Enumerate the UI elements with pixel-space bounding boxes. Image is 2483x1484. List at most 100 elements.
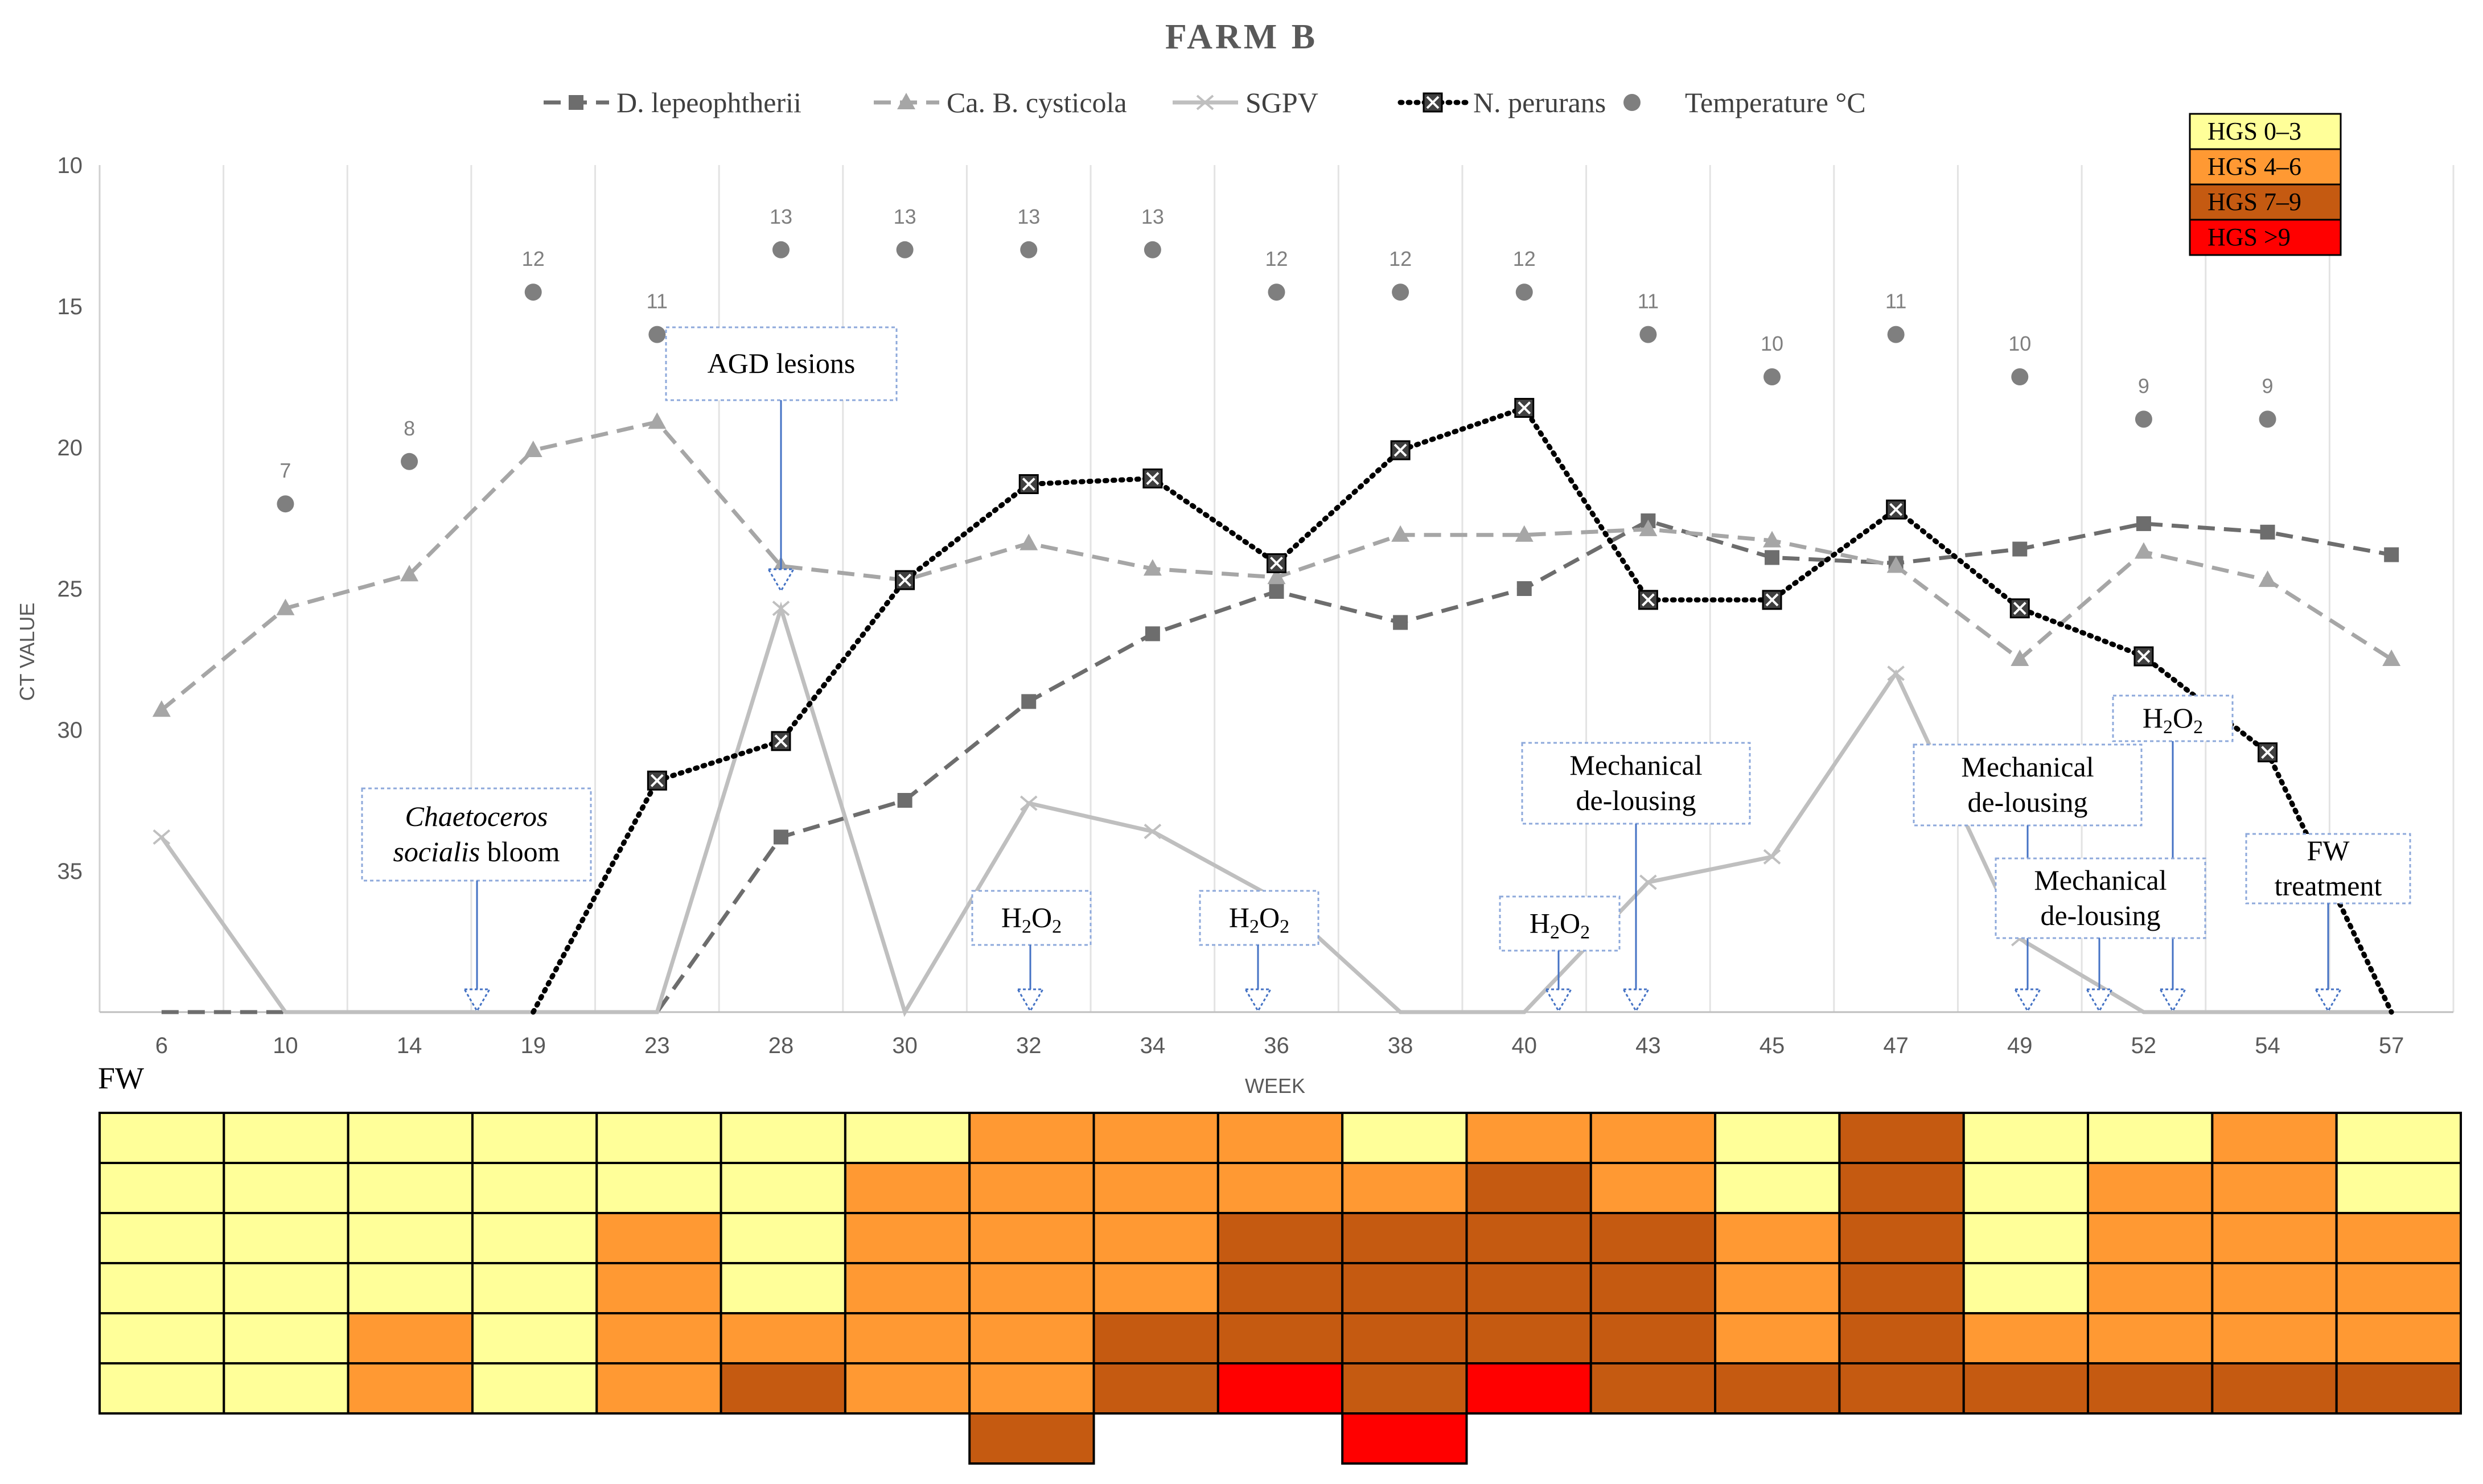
subscript: 2 — [2163, 717, 2173, 738]
y-tick-label: 10 — [57, 153, 83, 178]
x-tick-label: 23 — [644, 1033, 670, 1058]
annotation-frame — [665, 326, 898, 401]
data-point — [1143, 559, 1162, 576]
heatmap-cell — [2087, 1212, 2214, 1264]
x-tick-label: 34 — [1140, 1033, 1166, 1058]
legend-label: Temperature °C — [1685, 87, 1866, 118]
heatmap-cell — [2335, 1212, 2462, 1264]
heatmap-cell — [2211, 1212, 2338, 1264]
data-point-cross — [898, 573, 912, 587]
data-point — [896, 241, 914, 258]
heatmap-cell — [1838, 1212, 1965, 1264]
data-point — [1145, 626, 1160, 642]
heatmap-cell — [1589, 1112, 1717, 1164]
heatmap-cell — [720, 1162, 846, 1214]
annotation-box: H2O2 — [971, 890, 1092, 1013]
heatmap-cell — [844, 1362, 971, 1415]
data-point — [153, 829, 171, 845]
x-tick-label: 30 — [892, 1033, 918, 1058]
data-point — [897, 793, 912, 808]
data-point — [1144, 241, 1161, 258]
heatmap-cell — [1589, 1262, 1717, 1314]
data-point — [648, 326, 666, 343]
data-point-cross — [2013, 602, 2026, 615]
hgs-label: HGS 4–6 — [2207, 153, 2301, 180]
heatmap-cell — [1465, 1262, 1592, 1314]
heatmap-cell — [1838, 1112, 1965, 1164]
heatmap-cell — [223, 1362, 350, 1415]
data-point — [1021, 694, 1037, 709]
heatmap-cell — [1216, 1162, 1344, 1214]
text-span: O — [1031, 902, 1052, 934]
text-span: O — [2173, 702, 2193, 734]
subscript: 2 — [1550, 922, 1560, 943]
heatmap-cell — [471, 1162, 598, 1214]
heatmap-cell — [2211, 1312, 2338, 1364]
heatmap-cell — [223, 1312, 350, 1364]
data-point — [277, 495, 294, 513]
heatmap-cell — [595, 1362, 722, 1415]
data-point — [1623, 94, 1641, 111]
heatmap-cell — [1962, 1212, 2090, 1264]
heatmap-cell — [844, 1112, 971, 1164]
heatmap-cell — [595, 1212, 722, 1264]
heatmap-cell — [471, 1212, 598, 1264]
annotation-box: H2O2 — [2112, 694, 2234, 1013]
heatmap-cell — [1341, 1262, 1468, 1314]
heatmap-cell — [2211, 1112, 2338, 1164]
data-point — [1020, 241, 1038, 258]
temperature-label: 8 — [404, 417, 415, 440]
data-point — [1391, 525, 1410, 542]
heatmap-cell — [2335, 1162, 2462, 1214]
heatmap-cell — [2211, 1262, 2338, 1314]
data-point — [1639, 326, 1657, 343]
subscript: 2 — [1052, 916, 1062, 938]
arrow-head — [1544, 988, 1573, 1013]
heatmap-cell — [1962, 1362, 2090, 1415]
text-span: H — [1530, 907, 1550, 939]
annotation-text: AGD lesions — [708, 347, 856, 379]
heatmap-cell — [1341, 1312, 1468, 1364]
heatmap-cell — [1589, 1362, 1717, 1415]
heatmap-cell — [223, 1212, 350, 1264]
annotation-box: Chaetoceros socialis bloom — [361, 787, 592, 1013]
heatmap-cell — [347, 1162, 474, 1214]
heatmap-cell — [1341, 1412, 1468, 1465]
heatmap-cell — [1341, 1112, 1468, 1164]
data-point — [1392, 283, 1409, 301]
x-tick-label: 32 — [1016, 1033, 1042, 1058]
data-point — [1763, 368, 1781, 385]
heatmap-cell — [223, 1112, 350, 1164]
data-point — [1886, 556, 1905, 573]
heatmap-cell — [347, 1262, 474, 1314]
plain-span: bloom — [487, 836, 560, 868]
heatmap-cell — [1465, 1112, 1592, 1164]
fw-label: FW — [98, 1061, 144, 1095]
heatmap-cell — [720, 1312, 846, 1364]
heatmap-cell — [720, 1212, 846, 1264]
data-point — [2382, 649, 2401, 666]
x-tick-label: 52 — [2131, 1033, 2157, 1058]
legend-label: D. lepeophtherii — [616, 87, 801, 118]
heatmap-cell — [844, 1212, 971, 1264]
heatmap-cell — [720, 1362, 846, 1415]
data-point — [1019, 533, 1038, 550]
heatmap-cell — [2335, 1262, 2462, 1314]
heatmap-cell — [2087, 1362, 2214, 1415]
heatmap-cell — [2211, 1362, 2338, 1415]
heatmap-cell — [1589, 1212, 1717, 1264]
heatmap-cell — [1838, 1162, 1965, 1214]
heatmap-cell — [595, 1112, 722, 1164]
data-point — [1887, 665, 1905, 681]
heatmap-cell — [98, 1312, 225, 1364]
series-line — [531, 405, 2394, 1015]
annotation-frame — [1913, 743, 2143, 827]
heatmap-cell — [1838, 1262, 1965, 1314]
x-tick-label: 19 — [520, 1033, 546, 1058]
data-point — [524, 440, 542, 457]
y-tick-label: 15 — [57, 294, 83, 319]
chart-title: FARM B — [1165, 18, 1318, 56]
annotation-frame — [1499, 895, 1621, 952]
